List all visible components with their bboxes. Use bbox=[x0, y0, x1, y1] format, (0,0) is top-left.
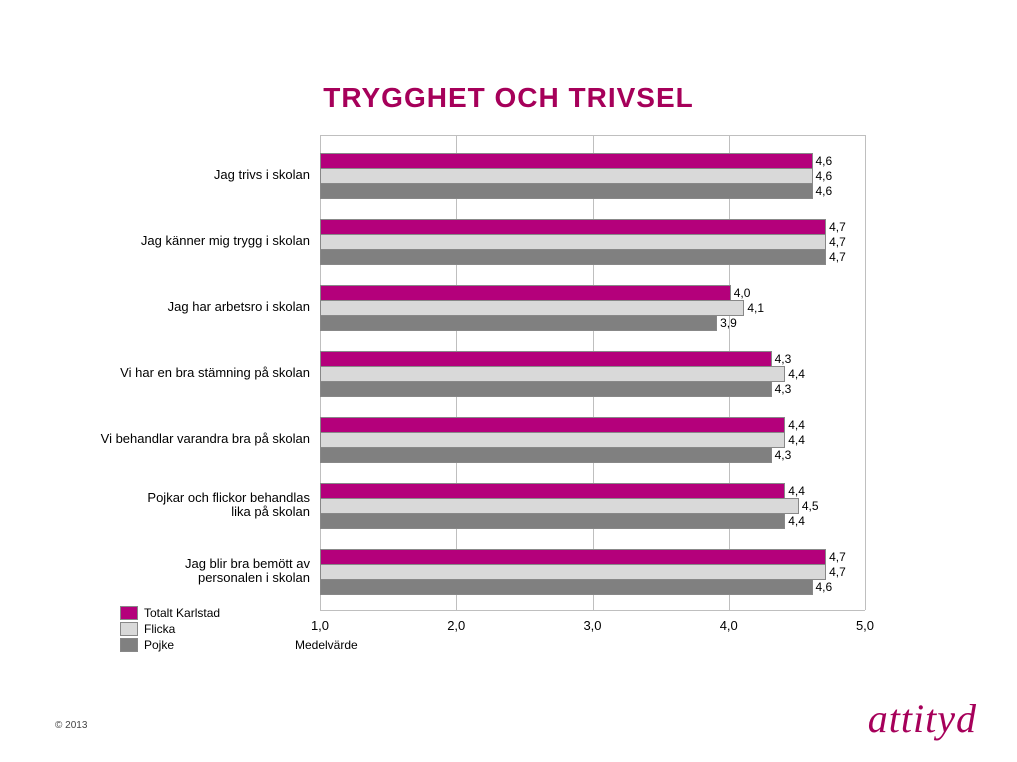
bar-value-label: 4,0 bbox=[734, 286, 751, 300]
legend-swatch bbox=[120, 606, 138, 620]
category-label: Jag blir bra bemött avpersonalen i skola… bbox=[50, 557, 310, 587]
bar bbox=[320, 483, 785, 499]
bar-value-label: 4,3 bbox=[775, 382, 792, 396]
bar-value-label: 4,7 bbox=[829, 565, 846, 579]
legend-item: Pojke bbox=[120, 638, 220, 652]
legend-swatch bbox=[120, 622, 138, 636]
legend: Totalt Karlstad Flicka Pojke bbox=[120, 606, 220, 654]
bar bbox=[320, 219, 826, 235]
x-tick-label: 5,0 bbox=[845, 618, 885, 633]
bar bbox=[320, 249, 826, 265]
x-axis-label: Medelvärde bbox=[295, 638, 358, 652]
category-label: Jag känner mig trygg i skolan bbox=[50, 234, 310, 249]
bar bbox=[320, 447, 772, 463]
bar-value-label: 4,3 bbox=[775, 448, 792, 462]
legend-swatch bbox=[120, 638, 138, 652]
bar bbox=[320, 513, 785, 529]
bar bbox=[320, 315, 717, 331]
bar-value-label: 4,4 bbox=[788, 367, 805, 381]
bar-value-label: 4,4 bbox=[788, 514, 805, 528]
bar bbox=[320, 417, 785, 433]
category-label: Jag trivs i skolan bbox=[50, 168, 310, 183]
bar bbox=[320, 300, 744, 316]
bar bbox=[320, 168, 813, 184]
brand-logo: attityd bbox=[868, 695, 977, 742]
legend-label: Totalt Karlstad bbox=[144, 606, 220, 620]
axis-line bbox=[320, 610, 865, 611]
bar bbox=[320, 432, 785, 448]
bar-value-label: 4,7 bbox=[829, 550, 846, 564]
legend-item: Totalt Karlstad bbox=[120, 606, 220, 620]
category-label: Vi har en bra stämning på skolan bbox=[50, 366, 310, 381]
bar bbox=[320, 579, 813, 595]
bar bbox=[320, 498, 799, 514]
chart-title: TRYGGHET OCH TRIVSEL bbox=[0, 82, 1017, 114]
bar-value-label: 3,9 bbox=[720, 316, 737, 330]
bar-value-label: 4,6 bbox=[816, 169, 833, 183]
bar-value-label: 4,7 bbox=[829, 250, 846, 264]
bar-value-label: 4,1 bbox=[747, 301, 764, 315]
bar bbox=[320, 564, 826, 580]
bar-value-label: 4,4 bbox=[788, 418, 805, 432]
legend-item: Flicka bbox=[120, 622, 220, 636]
bar-value-label: 4,4 bbox=[788, 484, 805, 498]
bar-chart: 1,02,03,04,05,0Jag trivs i skolan4,64,64… bbox=[320, 135, 865, 610]
bar-value-label: 4,4 bbox=[788, 433, 805, 447]
legend-label: Flicka bbox=[144, 622, 175, 636]
bar-value-label: 4,7 bbox=[829, 235, 846, 249]
x-tick-label: 1,0 bbox=[300, 618, 340, 633]
copyright-text: © 2013 bbox=[55, 720, 87, 731]
gridline bbox=[865, 135, 866, 610]
x-tick-label: 4,0 bbox=[709, 618, 749, 633]
bar-value-label: 4,6 bbox=[816, 580, 833, 594]
category-label: Jag har arbetsro i skolan bbox=[50, 300, 310, 315]
bar bbox=[320, 351, 772, 367]
axis-line bbox=[320, 135, 865, 136]
x-tick-label: 2,0 bbox=[436, 618, 476, 633]
bar-value-label: 4,6 bbox=[816, 154, 833, 168]
category-label: Vi behandlar varandra bra på skolan bbox=[50, 432, 310, 447]
bar-value-label: 4,7 bbox=[829, 220, 846, 234]
bar bbox=[320, 153, 813, 169]
bar-value-label: 4,6 bbox=[816, 184, 833, 198]
bar-value-label: 4,5 bbox=[802, 499, 819, 513]
x-tick-label: 3,0 bbox=[573, 618, 613, 633]
bar bbox=[320, 183, 813, 199]
bar bbox=[320, 549, 826, 565]
bar-value-label: 4,3 bbox=[775, 352, 792, 366]
legend-label: Pojke bbox=[144, 638, 174, 652]
bar bbox=[320, 381, 772, 397]
slide: TRYGGHET OCH TRIVSEL 1,02,03,04,05,0Jag … bbox=[0, 0, 1017, 762]
bar bbox=[320, 234, 826, 250]
category-label: Pojkar och flickor behandlaslika på skol… bbox=[50, 491, 310, 521]
bar bbox=[320, 285, 731, 301]
bar bbox=[320, 366, 785, 382]
